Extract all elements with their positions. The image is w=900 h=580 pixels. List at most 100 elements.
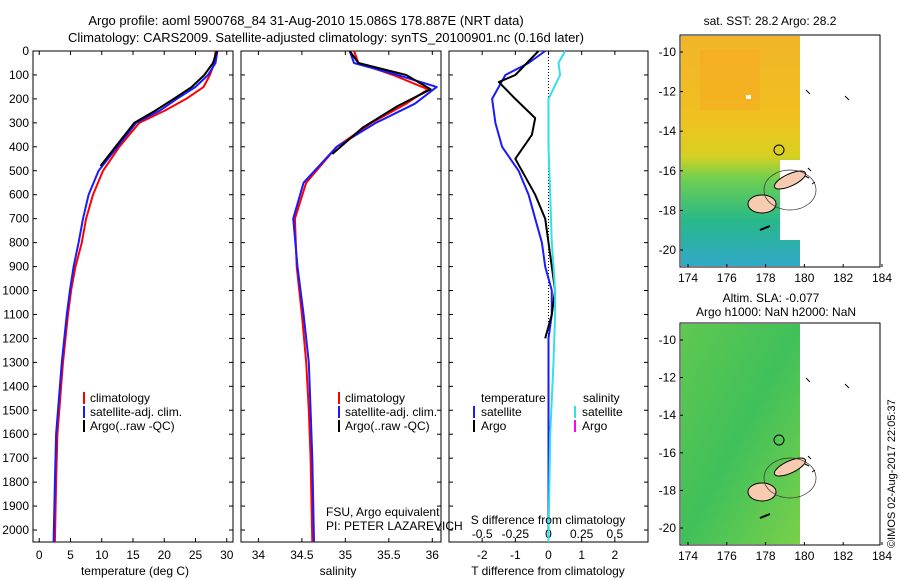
salinity-axis-label: salinity: [320, 564, 357, 578]
legend-label-sal-argo: Argo: [582, 419, 608, 433]
y-tick-label: 1500: [2, 403, 29, 417]
temperature-series: [52, 50, 219, 543]
sla-field: [681, 324, 800, 544]
y-tick-label: 1200: [2, 331, 29, 345]
y-tick-label: 1100: [3, 307, 29, 321]
map-lon-label: 174: [678, 549, 698, 563]
legend-label-argo: Argo(..raw -QC): [90, 419, 175, 433]
legend-label-climatology: climatology: [345, 391, 405, 405]
y-tick-label: 1000: [2, 284, 29, 298]
x-tick-label: -1: [510, 548, 521, 562]
difference-series: [491, 50, 566, 543]
map-lat-label: -14: [659, 124, 677, 138]
y-tick-label: 1400: [2, 379, 29, 393]
map-lon-label: 174: [678, 271, 698, 285]
legend-label-sal-satellite: satellite: [582, 405, 623, 419]
series-line-1: [52, 50, 219, 543]
pi-annotation: PI: PETER LAZAREVICH: [326, 519, 463, 533]
figure-title-line2: Climatology: CARS2009. Satellite-adjuste…: [68, 30, 584, 45]
depth-axis-ticks: 0 100 200 300 400 500 600 700 800 900 1000 1100 1200…: [2, 44, 648, 537]
map-lon-label: 184: [872, 549, 892, 563]
y-tick-label: 1800: [2, 475, 29, 489]
map-lat-label: -20: [659, 243, 677, 257]
temperature-legend: climatology satellite-adj. clim. Argo(..…: [83, 391, 182, 433]
sst-map-ticks: 174 176 178 180 182 184 -10 -12 -14 -16 -18 -20: [659, 45, 893, 285]
y-tick-label: 300: [9, 116, 29, 130]
salinity-series: [292, 50, 438, 543]
salinity-panel: 34 34.5 35 35.5 36 salinity climatology sate…: [240, 50, 463, 578]
series-line-2: [547, 50, 566, 543]
map-lat-label: -10: [659, 45, 677, 59]
y-tick-label: 1900: [2, 499, 29, 513]
x-tick-label: 34.5: [290, 548, 314, 562]
legend-label-satellite: satellite-adj. clim.: [90, 405, 182, 419]
sst-map-panel: sat. SST: 28.2 Argo: 28.2 174 176 178 180 18…: [659, 14, 893, 285]
y-tick-label: 600: [9, 188, 29, 202]
temperature-axis-label: temperature (deg C): [81, 564, 189, 578]
sst-map-title: sat. SST: 28.2 Argo: 28.2: [704, 14, 837, 28]
x-tick-label: 5: [67, 548, 74, 562]
x-tick-label: 2: [611, 548, 618, 562]
map-lon-label: 176: [717, 271, 737, 285]
series-line-1: [497, 50, 557, 339]
x-tick-label: 30: [220, 548, 234, 562]
x-tick-label: 34: [252, 548, 266, 562]
imos-timestamp: ©IMOS 02-Aug-2017 22:05:37: [886, 399, 898, 548]
temperature-panel: 0100200300400500600700800900100011001200…: [2, 44, 648, 578]
s-diff-tick-label: -0.25: [502, 527, 530, 541]
argo-float-marker: [773, 144, 785, 156]
difference-axis-ticks: -2 -1 0 1 2-0.5 -0.25 0 0.25 0.5: [472, 51, 623, 562]
x-tick-label: 1: [578, 548, 585, 562]
series-line-0: [293, 50, 429, 543]
legend-title-temperature: temperature: [481, 391, 546, 405]
sla-map-title-line2: Argo h1000: NaN h2000: NaN: [696, 305, 856, 319]
x-tick-label: 0: [36, 548, 43, 562]
y-tick-label: 2000: [2, 523, 29, 537]
map-lat-label: -18: [659, 203, 677, 217]
difference-legend: temperature salinity satellite Argo sate…: [473, 391, 623, 433]
map-lon-label: 178: [756, 271, 776, 285]
y-tick-label: 1700: [2, 451, 29, 465]
legend-title-salinity: salinity: [583, 391, 620, 405]
x-tick-label: 20: [158, 548, 172, 562]
salinity-axis-ticks: 34 34.5 35 35.5 36: [252, 51, 440, 562]
fiji-islands: [747, 455, 817, 519]
x-tick-label: 35.5: [377, 548, 401, 562]
y-tick-label: 200: [9, 92, 29, 106]
map-lon-label: 182: [833, 271, 853, 285]
map-lon-label: 176: [717, 549, 737, 563]
map-lon-label: 178: [756, 549, 776, 563]
series-line-0: [491, 50, 553, 542]
map-lat-label: -10: [659, 333, 677, 347]
map-lon-label: 180: [794, 549, 814, 563]
series-line-0: [53, 50, 217, 543]
s-diff-tick-label: 0.5: [606, 527, 623, 541]
y-tick-label: 0: [22, 44, 29, 58]
x-tick-label: 10: [95, 548, 109, 562]
legend-label-temp-satellite: satellite: [481, 405, 522, 419]
x-tick-label: 0: [545, 548, 552, 562]
x-tick-label: 25: [189, 548, 203, 562]
salinity-legend: climatology satellite-adj. clim. Argo(..…: [338, 391, 437, 433]
s-diff-axis-label: S difference from climatology: [471, 513, 626, 527]
argo-float-marker: [773, 434, 785, 446]
y-tick-label: 1600: [2, 427, 29, 441]
s-diff-tick-label: -0.5: [472, 527, 493, 541]
t-diff-axis-label: T difference from climatology: [471, 564, 625, 578]
legend-label-temp-argo: Argo: [481, 419, 507, 433]
fiji-islands: [747, 167, 817, 231]
map-lat-label: -14: [659, 408, 677, 422]
y-tick-label: 100: [9, 68, 29, 82]
x-tick-label: 36: [426, 548, 440, 562]
s-diff-tick-label: 0.25: [570, 527, 594, 541]
legend-label-argo: Argo(..raw -QC): [345, 419, 430, 433]
map-lat-label: -16: [659, 446, 677, 460]
map-lat-label: -20: [659, 521, 677, 535]
sla-map-ticks: 174 176 178 180 182 184 -10 -12 -14 -16 -18 -20: [659, 333, 893, 563]
map-lat-label: -12: [659, 371, 677, 385]
difference-panel: -2 -1 0 1 2-0.5 -0.25 0 0.25 0.5 S difference fr…: [448, 50, 649, 578]
temperature-axis-ticks: 0 5 10 15 20 25 30: [36, 51, 234, 562]
sla-map-title-line1: Altim. SLA: -0.077: [723, 291, 820, 305]
y-tick-label: 1300: [2, 355, 29, 369]
